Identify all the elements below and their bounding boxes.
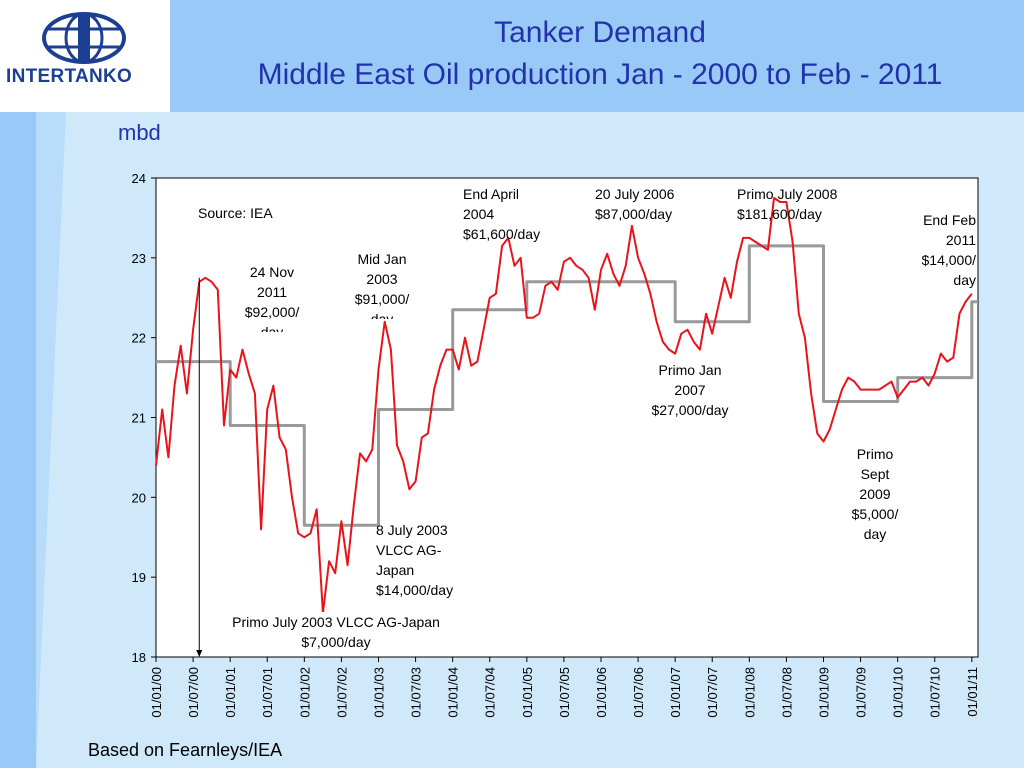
x-tick-label: 01/01/00	[149, 667, 164, 718]
page-subtitle: Middle East Oil production Jan - 2000 to…	[257, 58, 943, 91]
series-line-average	[156, 244, 978, 527]
x-tick-label: 01/01/11	[965, 667, 980, 717]
x-tick-label: 01/01/05	[520, 667, 535, 718]
left-stripe	[0, 112, 36, 768]
x-tick-label: 01/01/07	[668, 667, 683, 718]
x-tick-label: 01/07/10	[928, 667, 943, 718]
footer-note: Based on Fearnleys/IEA	[88, 740, 283, 760]
annotation-primo-july-2008: Primo July 2008 $181,600/day	[737, 186, 838, 222]
annotation-primo-sept-2009: Primo Sept 2009 $5,000/day	[851, 446, 899, 542]
production-chart: 18 19 20 21 22 23 24 01/01/00 01/07/00 01/01/01 01…	[132, 171, 980, 718]
x-tick-label: 01/01/03	[371, 667, 386, 718]
x-tick-label: 01/07/00	[186, 667, 201, 718]
y-tick-label: 22	[132, 331, 146, 346]
x-tick-label: 01/07/09	[854, 667, 869, 718]
x-tick-label: 01/07/05	[557, 667, 572, 718]
annotation-primo-july-2003: Primo July 2003 VLCC AG-Japan $7,000/day	[212, 612, 460, 652]
series-line-production	[155, 197, 973, 615]
x-tick-label: 01/07/03	[409, 667, 424, 718]
x-tick-label: 01/01/08	[742, 667, 757, 718]
annotation-source: Source: IEA	[198, 205, 273, 221]
x-tick-label: 01/07/02	[334, 667, 349, 718]
page-title: Tanker Demand	[494, 16, 706, 49]
x-tick-label: 01/07/04	[483, 667, 498, 718]
annotation-end-april-2004: End April 2004 $61,600/day	[463, 186, 541, 242]
x-tick-label: 01/01/02	[297, 667, 312, 718]
x-tick-label: 01/01/01	[223, 667, 238, 718]
logo-wordmark: INTERTANKO	[6, 66, 133, 87]
plot-area	[155, 177, 979, 658]
annotation-july-2006: 20 July 2006 $87,000/day	[595, 186, 675, 222]
x-tick-label: 01/01/10	[891, 667, 906, 718]
annotation-mid-jan-2003: Mid Jan 2003 $91,000/day	[354, 251, 410, 319]
header-band	[0, 0, 1024, 112]
y-tick-label: 23	[132, 251, 146, 266]
x-tick-label: 01/01/06	[594, 667, 609, 718]
y-tick-label: 20	[132, 490, 146, 505]
x-tick-label: 01/01/09	[816, 667, 831, 718]
y-tick-label: 19	[132, 570, 146, 585]
y-tick-label: 21	[132, 411, 146, 426]
annotation-nov-2011: 24 Nov 2011 $92,000/day	[244, 264, 300, 332]
marker-arrowhead	[196, 650, 203, 657]
x-tick-label: 01/07/07	[705, 667, 720, 718]
x-tick-label: 01/07/01	[260, 667, 275, 718]
y-tick-label: 24	[132, 171, 146, 186]
logo: INTERTANKO	[0, 0, 170, 112]
annotation-primo-jan-2007: Primo Jan 2007 $27,000/day	[651, 362, 729, 418]
annotation-july-2003: 8 July 2003 VLCC AG- Japan $14,000/day	[376, 522, 454, 598]
annotation-end-feb-2011: End Feb 2011 $14,000/day	[921, 212, 977, 288]
unit-label: mbd	[118, 120, 161, 145]
x-tick-label: 01/07/06	[631, 667, 646, 718]
x-tick-label: 01/07/08	[779, 667, 794, 718]
y-tick-label: 18	[132, 650, 146, 665]
globe-icon	[42, 12, 126, 64]
x-tick-label: 01/01/04	[446, 667, 461, 718]
